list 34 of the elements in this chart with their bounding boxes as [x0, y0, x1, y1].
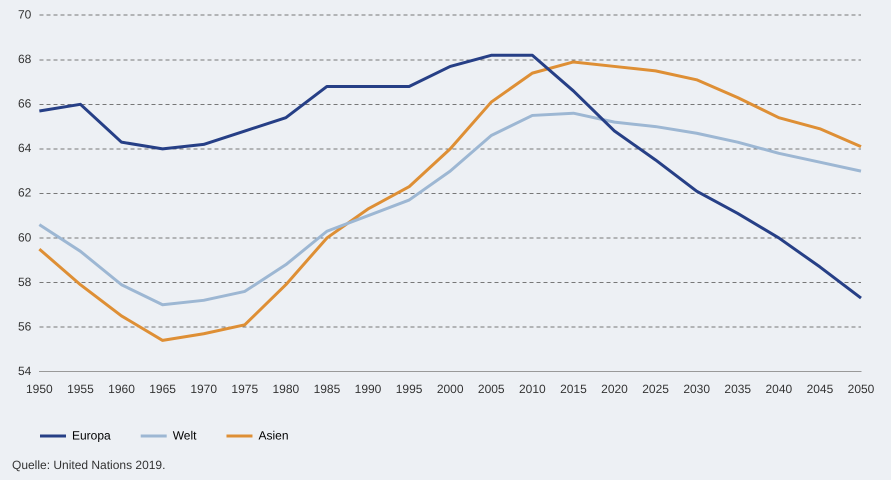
x-tick-label: 2005	[478, 382, 505, 396]
x-tick-label: 1950	[26, 382, 54, 396]
x-tick-label: 1955	[67, 382, 94, 396]
x-tick-label: 2010	[518, 382, 546, 396]
x-tick-label: 2000	[436, 382, 464, 396]
x-tick-label: 1990	[354, 382, 382, 396]
legend-label: Asien	[258, 428, 289, 442]
x-tick-label: 1985	[314, 382, 341, 396]
x-tick-label: 1995	[396, 382, 423, 396]
y-tick-label: 54	[18, 364, 32, 378]
x-tick-label: 2030	[683, 382, 710, 396]
x-tick-label: 2025	[642, 382, 670, 396]
x-tick-label: 2050	[848, 382, 875, 396]
y-tick-label: 66	[18, 96, 32, 111]
legend-label: Welt	[172, 428, 198, 442]
x-tick-label: 1965	[149, 382, 176, 396]
x-tick-label: 2035	[724, 382, 752, 396]
x-tick-label: 1970	[190, 382, 218, 396]
y-tick-label: 56	[18, 319, 32, 334]
legend-label: Europa	[72, 428, 112, 442]
x-tick-label: 1975	[231, 382, 258, 396]
y-tick-label: 58	[18, 274, 32, 289]
x-tick-label: 2020	[601, 382, 628, 396]
x-tick-label: 2015	[560, 382, 588, 396]
source-note: Quelle: United Nations 2019.	[12, 458, 166, 472]
x-tick-label: 1960	[108, 382, 136, 396]
x-tick-label: 2040	[765, 382, 793, 396]
x-tick-label: 1980	[272, 382, 300, 396]
y-tick-label: 60	[18, 230, 32, 244]
x-tick-label: 2045	[806, 382, 834, 396]
y-tick-label: 64	[18, 141, 32, 156]
y-tick-label: 68	[18, 52, 32, 66]
y-tick-label: 62	[18, 186, 32, 200]
y-tick-label: 70	[18, 8, 32, 22]
